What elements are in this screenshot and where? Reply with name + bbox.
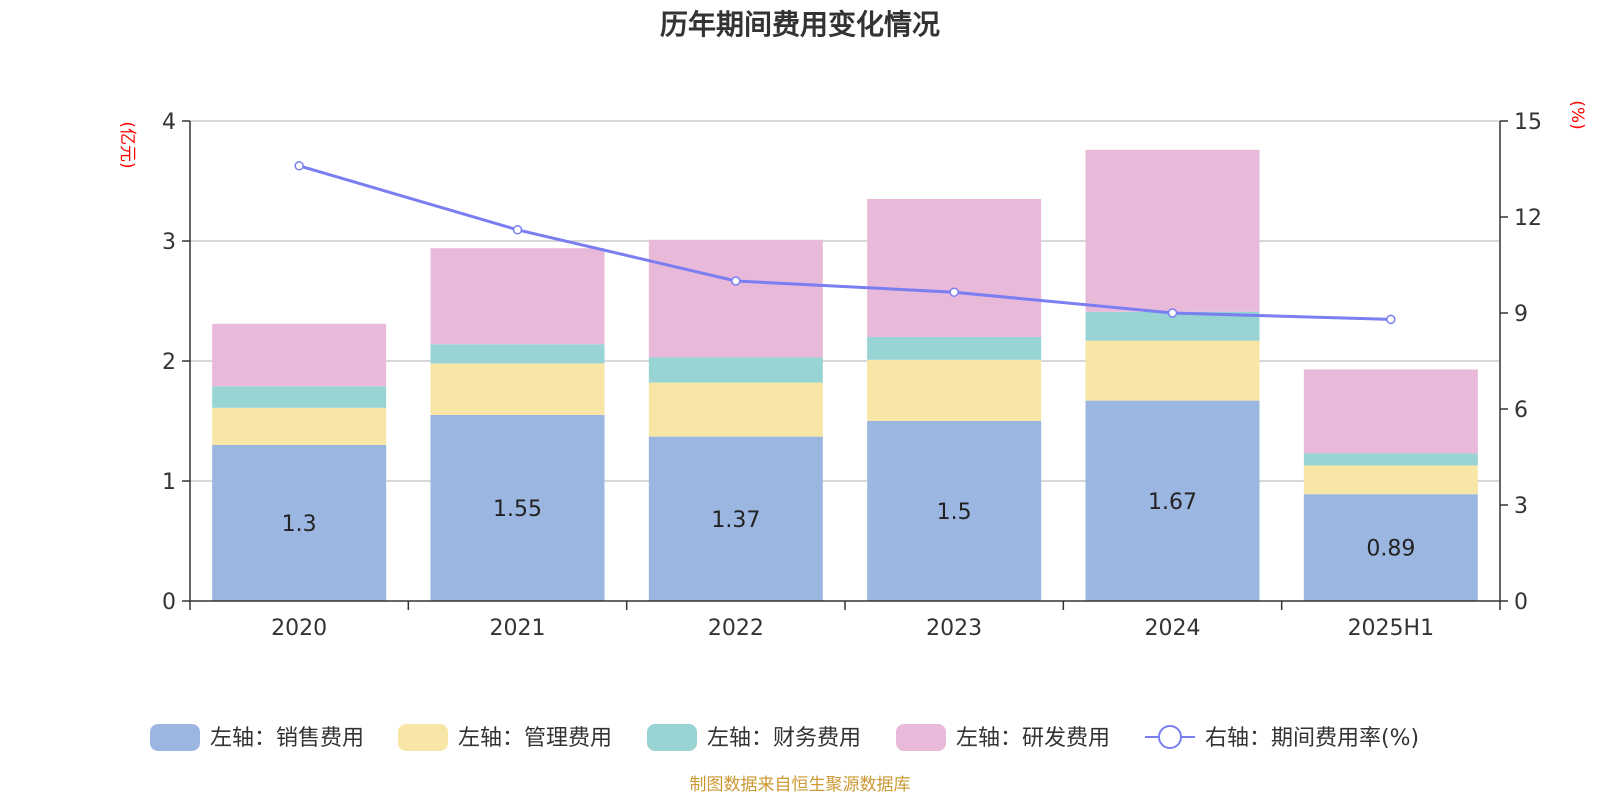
right-tick-label: 6 bbox=[1514, 398, 1528, 423]
legend-swatch bbox=[896, 724, 946, 751]
legend-circle-swatch bbox=[1158, 725, 1182, 749]
legend-label: 左轴：财务费用 bbox=[707, 726, 861, 751]
bar-segment-4 bbox=[867, 199, 1042, 337]
bar-segment-3 bbox=[867, 337, 1042, 360]
right-tick-label: 0 bbox=[1514, 590, 1528, 615]
right-tick-label: 12 bbox=[1514, 206, 1542, 231]
right-tick-label: 3 bbox=[1514, 494, 1528, 519]
legend-swatch bbox=[647, 724, 697, 751]
bar-segment-4 bbox=[430, 248, 605, 345]
right-tick-label: 9 bbox=[1514, 302, 1528, 327]
legend-label: 右轴：期间费用率(%) bbox=[1205, 726, 1419, 751]
bar-segment-3 bbox=[1303, 453, 1478, 466]
bar-segment-3 bbox=[648, 357, 823, 383]
bar-segment-4 bbox=[1303, 369, 1478, 454]
left-tick-label: 4 bbox=[162, 110, 176, 135]
x-tick-label: 2025H1 bbox=[1348, 616, 1435, 641]
bar-segment-1 bbox=[1303, 494, 1478, 601]
rate-point bbox=[949, 287, 959, 297]
bar-segment-1 bbox=[212, 445, 387, 601]
bar-value-label: 1.5 bbox=[937, 500, 972, 525]
bar-segment-1 bbox=[648, 436, 823, 601]
right-tick-label: 15 bbox=[1514, 110, 1542, 135]
bar-segment-1 bbox=[430, 415, 605, 601]
right-axis-unit: (%) bbox=[1567, 100, 1587, 129]
bar-segment-2 bbox=[648, 382, 823, 437]
x-tick-label: 2021 bbox=[490, 616, 546, 641]
gridlines bbox=[190, 120, 1500, 482]
rate-line bbox=[298, 164, 1391, 321]
bar-segment-3 bbox=[430, 344, 605, 364]
x-tick-label: 2023 bbox=[926, 616, 982, 641]
legend-swatch bbox=[398, 724, 448, 751]
bar-segment-4 bbox=[648, 239, 823, 358]
bar-value-label: 1.55 bbox=[493, 497, 542, 522]
rate-point bbox=[1386, 314, 1396, 325]
x-tick-label: 2022 bbox=[708, 616, 764, 641]
left-tick-label: 3 bbox=[162, 230, 176, 255]
x-tick-label: 2024 bbox=[1145, 616, 1201, 641]
left-axis-unit: (亿元) bbox=[117, 121, 137, 168]
rate-line-group bbox=[294, 161, 1396, 325]
left-tick-label: 2 bbox=[162, 350, 176, 375]
rate-point bbox=[512, 225, 523, 235]
left-tick-label: 0 bbox=[162, 590, 176, 615]
bar-group: 1.3 1.55 1.37 1.5 1.67 0.89 bbox=[212, 149, 1478, 601]
legend: 左轴：销售费用 左轴：管理费用 左轴：财务费用 左轴：研发费用 右轴：期间费用率(%) bbox=[150, 724, 1419, 751]
x-tick-label: 2020 bbox=[271, 616, 327, 641]
legend-label: 左轴：管理费用 bbox=[458, 726, 612, 751]
bar-value-label: 1.37 bbox=[711, 508, 760, 533]
bar-segment-1 bbox=[1085, 400, 1260, 601]
bar-segment-1 bbox=[867, 421, 1042, 601]
rate-point bbox=[294, 161, 304, 171]
bar-value-label: 1.67 bbox=[1148, 490, 1197, 515]
bar-segment-4 bbox=[212, 323, 387, 387]
legend-label: 左轴：销售费用 bbox=[210, 726, 364, 751]
bar-segment-4 bbox=[1085, 149, 1260, 312]
data-source: 制图数据来自恒生聚源数据库 bbox=[690, 775, 911, 795]
chart-title: 历年期间费用变化情况 bbox=[660, 8, 940, 41]
bar-value-label: 0.89 bbox=[1366, 537, 1415, 562]
rate-point bbox=[731, 276, 741, 286]
bar-segment-2 bbox=[212, 407, 387, 445]
legend-swatch bbox=[150, 724, 200, 751]
bar-segment-2 bbox=[867, 359, 1042, 421]
bar-segment-2 bbox=[430, 363, 605, 415]
bar-segment-3 bbox=[212, 386, 387, 408]
bar-segment-2 bbox=[1303, 465, 1478, 495]
left-tick-label: 1 bbox=[162, 470, 176, 495]
rate-point bbox=[1167, 308, 1178, 318]
legend-label: 左轴：研发费用 bbox=[956, 726, 1110, 751]
bar-value-label: 1.3 bbox=[282, 512, 317, 537]
bar-segment-2 bbox=[1085, 340, 1260, 401]
